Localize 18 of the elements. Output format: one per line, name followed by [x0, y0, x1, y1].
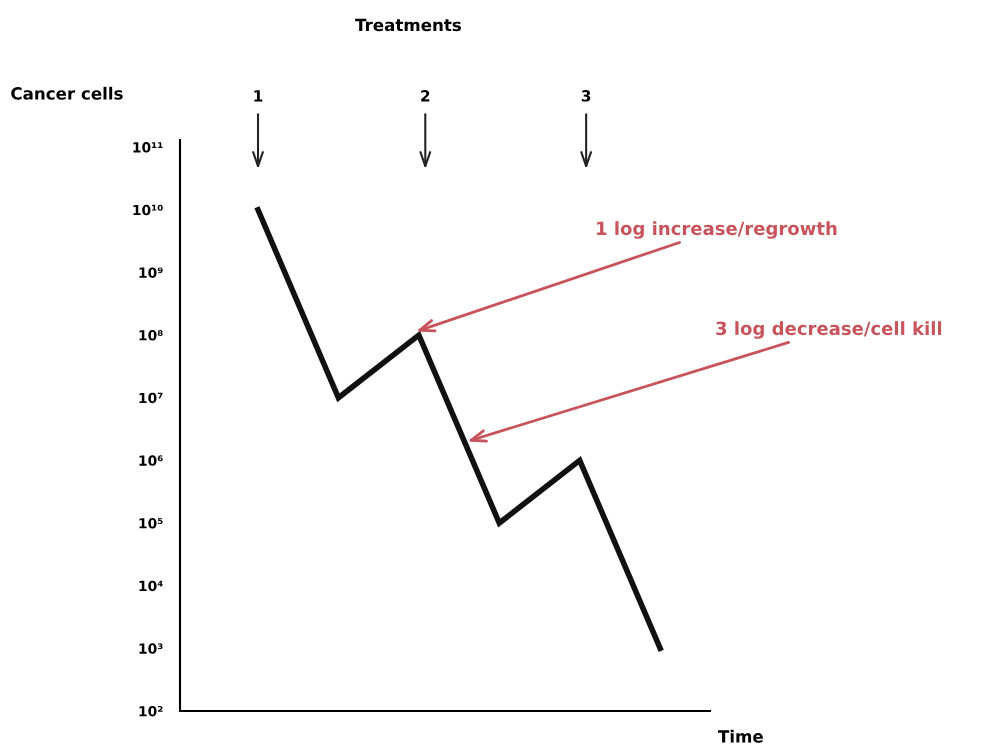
y-tick-label: 10⁸ [139, 330, 163, 341]
y-tick-label: 10⁵ [139, 518, 163, 529]
y-tick-label: 10⁶ [139, 455, 163, 466]
y-tick-label: 10⁹ [139, 267, 163, 278]
y-axis-title: Cancer cells [11, 86, 123, 100]
text: 2 [421, 90, 430, 102]
text: 3 [581, 90, 591, 102]
x-axis-title: Time [718, 729, 763, 743]
text: Treatments [355, 18, 461, 32]
y-tick-label: 10⁴ [139, 580, 163, 592]
y-tick-label: 10² [139, 705, 163, 717]
text: 1 [254, 90, 263, 102]
y-tick-label: 10³ [139, 643, 163, 654]
y-tick-label: 10⁷ [139, 392, 163, 404]
annotation: 1 log increase/regrowth [597, 221, 837, 239]
text: 3 log decrease/cell kill [716, 321, 942, 339]
y-tick-label: 10¹⁰ [133, 204, 163, 216]
y-tick-label: 10¹¹ [133, 142, 163, 153]
